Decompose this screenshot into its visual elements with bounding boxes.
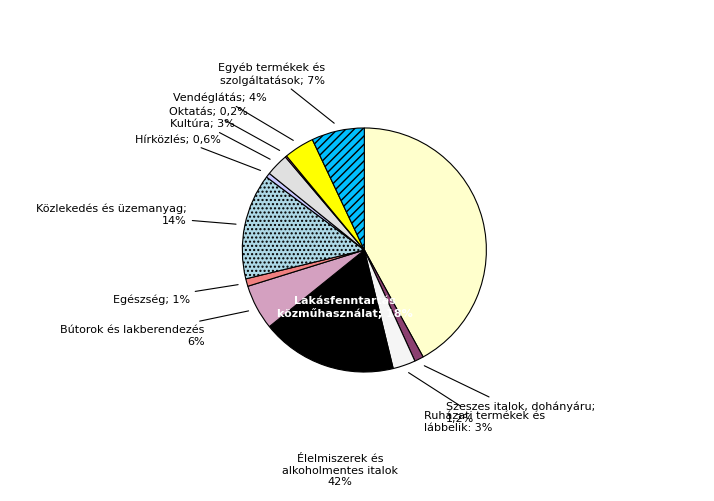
Wedge shape xyxy=(364,129,486,357)
Wedge shape xyxy=(269,250,393,372)
Text: Lakásfenntartás
közműhasználat; 18%: Lakásfenntartás közműhasználat; 18% xyxy=(277,296,413,318)
Text: Egyéb termékek és
szolgáltatások; 7%: Egyéb termékek és szolgáltatások; 7% xyxy=(218,63,334,124)
Wedge shape xyxy=(269,158,364,250)
Text: Egészség; 1%: Egészség; 1% xyxy=(113,285,238,304)
Text: Szeszes italok, dohányáru;
1,2%: Szeszes italok, dohányáru; 1,2% xyxy=(424,366,595,423)
Wedge shape xyxy=(364,250,415,369)
Wedge shape xyxy=(266,174,364,250)
Wedge shape xyxy=(286,140,364,250)
Wedge shape xyxy=(313,129,364,250)
Text: Közlekedés és üzemanyag;
14%: Közlekedés és üzemanyag; 14% xyxy=(36,203,236,225)
Text: Ruházati termékek és
lábbelik: 3%: Ruházati termékek és lábbelik: 3% xyxy=(408,373,545,432)
Text: Oktatás; 0,2%: Oktatás; 0,2% xyxy=(169,107,280,151)
Wedge shape xyxy=(364,250,423,361)
Text: Bútorok és lakberendezés
6%: Bútorok és lakberendezés 6% xyxy=(60,311,248,346)
Text: Hírközlés; 0,6%: Hírközlés; 0,6% xyxy=(135,135,261,171)
Text: Vendéglátás; 4%: Vendéglátás; 4% xyxy=(174,93,293,141)
Wedge shape xyxy=(248,250,364,327)
Wedge shape xyxy=(246,250,364,287)
Text: Kultúra; 3%: Kultúra; 3% xyxy=(170,119,270,160)
Wedge shape xyxy=(242,178,364,279)
Text: Élelmiszerek és
alkoholmentes italok
42%: Élelmiszerek és alkoholmentes italok 42% xyxy=(282,453,398,486)
Wedge shape xyxy=(286,157,364,250)
